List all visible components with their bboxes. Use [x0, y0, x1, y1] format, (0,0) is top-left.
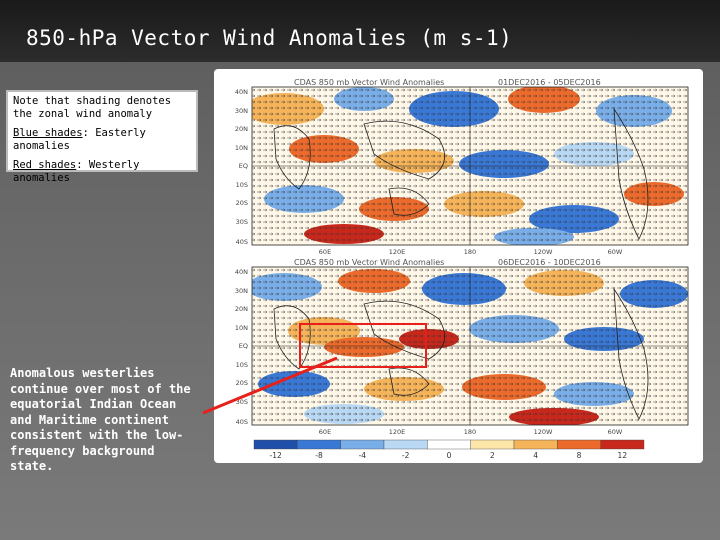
- highlight-box: [299, 323, 427, 368]
- bottom-lat-label: 20N: [235, 305, 248, 313]
- colorbar-swatch: [297, 439, 341, 450]
- top-lat-label: 40N: [235, 88, 248, 96]
- colorbar-swatch: [253, 439, 298, 450]
- bottom-map-header-left: CDAS 850 mb Vector Wind Anomalies: [294, 258, 444, 267]
- top-lon-label: 180: [464, 248, 476, 256]
- colorbar-swatch: [557, 439, 601, 450]
- top-lon-label: 120E: [389, 248, 406, 256]
- top-map-header-right: 01DEC2016 - 05DEC2016: [498, 78, 601, 87]
- top-lat-label: 20N: [235, 125, 248, 133]
- colorbar-label: 12: [618, 451, 628, 460]
- bottom-lon-label: 60E: [319, 428, 331, 436]
- red-shades-legend: Red shades: Westerly anomalies: [13, 159, 192, 185]
- top-map-border: [251, 86, 689, 246]
- anomaly-commentary: Anomalous westerlies continue over most …: [10, 366, 191, 473]
- colorbar-label: -12: [270, 451, 282, 460]
- colorbar-label: 2: [490, 451, 495, 460]
- top-map-header-left: CDAS 850 mb Vector Wind Anomalies: [294, 78, 444, 87]
- top-lat-label: 40S: [236, 238, 248, 246]
- bottom-lon-label: 60W: [608, 428, 623, 436]
- bottom-map: CDAS 850 mb Vector Wind Anomalies 06DEC2…: [235, 258, 689, 436]
- title-bar: [0, 0, 720, 62]
- colorbar: -12 -8 -4 -2 0 2 4 8 12: [253, 439, 645, 460]
- bottom-lat-label: 10N: [235, 324, 248, 332]
- bottom-lat-label: 20S: [236, 379, 248, 387]
- colorbar-swatch: [383, 439, 428, 450]
- top-lat-label: 10N: [235, 144, 248, 152]
- bottom-lon-label: 120E: [389, 428, 406, 436]
- top-lon-label: 120W: [534, 248, 553, 256]
- shading-note-box: Note that shading denotes the zonal wind…: [6, 90, 198, 184]
- bottom-lat-label: 40N: [235, 268, 248, 276]
- colorbar-label: 4: [533, 451, 538, 460]
- blue-shades-text: : Easterly anomalies: [13, 127, 146, 152]
- bottom-lat-label: 40S: [236, 418, 248, 426]
- top-map-shading: [252, 87, 688, 245]
- top-lat-label: EQ: [239, 162, 248, 170]
- colorbar-label: -8: [315, 451, 323, 460]
- bottom-map-border: [251, 266, 689, 426]
- bottom-lon-label: 180: [464, 428, 476, 436]
- colorbar-swatch: [513, 439, 558, 450]
- colorbar-label: 8: [577, 451, 582, 460]
- bottom-lat-label: EQ: [239, 342, 248, 350]
- top-lon-label: 60E: [319, 248, 331, 256]
- colorbar-label: 0: [447, 451, 452, 460]
- colorbar-swatch: [340, 439, 385, 450]
- blue-shades-label: Blue shades: [13, 127, 83, 139]
- wind-anomaly-figure: CDAS 850 mb Vector Wind Anomalies 01DEC2…: [214, 69, 703, 463]
- bottom-lon-label: 120W: [534, 428, 553, 436]
- slide-title: 850-hPa Vector Wind Anomalies (m s-1): [26, 26, 513, 50]
- top-lat-label: 30S: [236, 218, 248, 226]
- top-map: CDAS 850 mb Vector Wind Anomalies 01DEC2…: [235, 78, 689, 256]
- colorbar-label: -4: [359, 451, 367, 460]
- top-lon-label: 60W: [608, 248, 623, 256]
- bottom-lat-label: 30S: [236, 398, 248, 406]
- colorbar-swatch: [600, 439, 645, 450]
- shading-note-text: Note that shading denotes the zonal wind…: [13, 95, 172, 120]
- colorbar-label: -2: [402, 451, 410, 460]
- colorbar-swatch: [470, 439, 515, 450]
- bottom-lat-label: 10S: [236, 361, 248, 369]
- red-shades-text: : Westerly anomalies: [13, 159, 140, 184]
- bottom-map-header-right: 06DEC2016 - 10DEC2016: [498, 258, 601, 267]
- top-lat-label: 10S: [236, 181, 248, 189]
- red-shades-label: Red shades: [13, 159, 77, 171]
- top-lat-label: 30N: [235, 107, 248, 115]
- bottom-map-shading: [252, 267, 688, 425]
- blue-shades-legend: Blue shades: Easterly anomalies: [13, 127, 192, 153]
- colorbar-swatch: [427, 439, 471, 450]
- bottom-lat-label: 30N: [235, 287, 248, 295]
- top-lat-label: 20S: [236, 199, 248, 207]
- wind-anomaly-maps: CDAS 850 mb Vector Wind Anomalies 01DEC2…: [235, 78, 689, 460]
